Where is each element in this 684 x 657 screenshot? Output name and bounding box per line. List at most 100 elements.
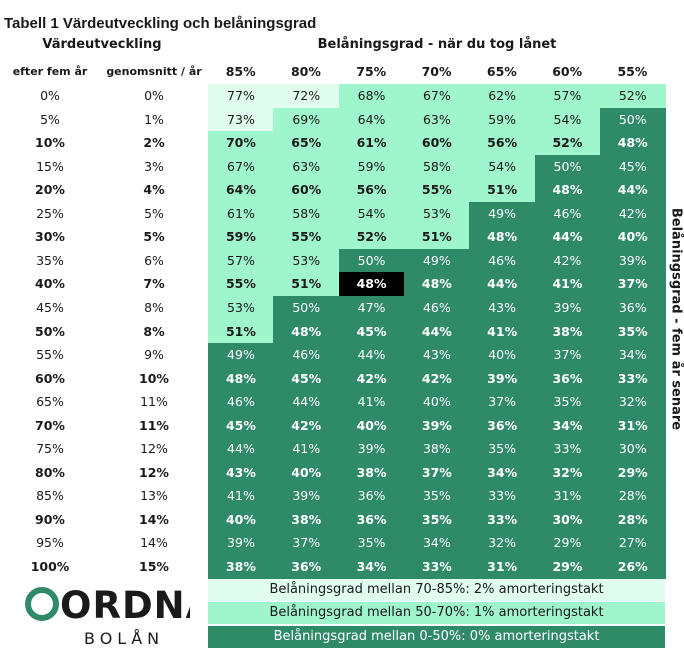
average-per-year: 8% — [143, 323, 165, 339]
legend-item-high: Belåningsgrad mellan 70-85%: 2% amorteri… — [208, 579, 665, 601]
ltv-cell: 54% — [534, 107, 601, 132]
ltv-cell: 32% — [469, 531, 536, 556]
ltv-cell: 53% — [273, 248, 340, 273]
value-after-five-years: 60% — [35, 370, 65, 386]
ltv-cell: 50% — [273, 295, 340, 321]
ltv-cell: 40% — [403, 390, 470, 415]
value-after-five-years: 75% — [36, 441, 64, 457]
average-per-year: 2% — [143, 135, 165, 151]
average-per-year: 0% — [144, 88, 164, 103]
ltv-cell: 62% — [469, 84, 536, 109]
ltv-cell: 58% — [403, 154, 470, 179]
value-after-five-years: 80% — [35, 464, 65, 480]
ordna-logo-mark: ORDNA BOLÅN — [25, 584, 214, 648]
ltv-cell: 40% — [469, 343, 536, 368]
ltv-cell: 54% — [469, 154, 536, 179]
ltv-cell: 64% — [208, 178, 274, 203]
ltv-cell: 43% — [403, 343, 470, 368]
legend-item-low: Belåningsgrad mellan 0-50%: 0% amorterin… — [208, 626, 665, 648]
value-after-five-years: 90% — [35, 511, 65, 527]
page-title: Tabell 1 Värdeutveckling och belåningsgr… — [4, 15, 317, 32]
ltv-cell: 45% — [599, 154, 666, 179]
ltv-cell: 51% — [208, 319, 274, 344]
ltv-cell: 31% — [469, 555, 536, 580]
ltv-cell: 30% — [599, 437, 666, 462]
ltv-cell: 48% — [534, 178, 601, 203]
value-after-five-years: 30% — [35, 229, 65, 245]
ltv-cell: 67% — [208, 154, 274, 179]
ltv-cell: 27% — [599, 531, 666, 556]
ltv-cell: 40% — [208, 507, 274, 533]
ltv-cell: 45% — [208, 413, 274, 438]
ltv-cell: 37% — [599, 272, 666, 297]
ltv-cell: 52% — [534, 131, 601, 156]
ltv-cell: 39% — [469, 366, 536, 391]
ltv-after-five-years-axis: Belåningsgrad - fem år senare — [650, 84, 684, 555]
ltv-cell: 69% — [273, 107, 340, 132]
ltv-cell: 33% — [403, 555, 470, 580]
value-development-header: Värdeutveckling — [42, 37, 162, 52]
ltv-cell: 57% — [534, 84, 601, 109]
ltv-cell: 44% — [338, 343, 405, 368]
average-per-year: 5% — [143, 229, 165, 245]
ltv-cell: 38% — [534, 319, 601, 344]
ltv-cell: 36% — [599, 295, 666, 321]
ltv-cell: 47% — [338, 295, 405, 321]
ltv-cell: 34% — [599, 343, 666, 368]
ltv-cell: 41% — [273, 437, 340, 462]
average-per-year: 14% — [140, 535, 168, 551]
ltv-cell: 39% — [273, 484, 340, 509]
average-per-year-header: genomsnitt / år — [106, 65, 202, 78]
ltv-cell: 39% — [599, 248, 666, 273]
average-per-year: 7% — [143, 276, 165, 292]
ltv-cell: 53% — [403, 201, 470, 226]
average-per-year: 6% — [144, 252, 164, 268]
ltv-column-header: 65% — [486, 64, 517, 79]
value-after-five-years: 100% — [30, 559, 70, 574]
side-label: Belåningsgrad - fem år senare — [668, 207, 684, 431]
ltv-cell: 37% — [469, 390, 536, 415]
ltv-cell: 61% — [338, 131, 405, 156]
ltv-cell: 38% — [403, 437, 470, 462]
ltv-cell: 36% — [338, 484, 405, 509]
ltv-cell: 35% — [599, 319, 666, 344]
ltv-cell: 51% — [273, 272, 340, 297]
ltv-cell: 31% — [599, 413, 666, 438]
ltv-cell: 32% — [534, 460, 601, 485]
ltv-cell: 55% — [403, 178, 470, 203]
value-after-five-years: 50% — [35, 323, 65, 339]
ltv-column-header: 85% — [225, 64, 256, 79]
ltv-cell: 34% — [469, 460, 536, 485]
ltv-cell: 49% — [469, 201, 536, 226]
ltv-cell: 48% — [469, 225, 536, 250]
ltv-cell: 33% — [469, 484, 536, 509]
ltv-cell: 67% — [403, 84, 470, 109]
ltv-cell: 56% — [469, 131, 536, 156]
ltv-cell: 54% — [338, 201, 405, 226]
ltv-cell: 50% — [338, 248, 405, 273]
ltv-cell: 34% — [534, 413, 601, 438]
ltv-cell: 41% — [208, 484, 274, 509]
ltv-cell: 55% — [273, 225, 340, 250]
average-per-year: 1% — [144, 111, 164, 127]
ltv-column-header: 70% — [421, 64, 452, 79]
ltv-cell: 41% — [469, 319, 536, 344]
ltv-cell: 63% — [403, 107, 470, 132]
ltv-cell: 46% — [534, 201, 601, 226]
value-after-five-years: 0% — [40, 88, 60, 103]
ltv-cell: 36% — [534, 366, 601, 391]
ltv-cell: 44% — [403, 319, 470, 344]
ltv-cell: 37% — [403, 460, 470, 485]
average-per-year: 8% — [144, 299, 164, 315]
ltv-cell: 31% — [534, 484, 601, 509]
ltv-cell: 49% — [208, 343, 274, 368]
ltv-cell: 44% — [273, 390, 340, 415]
ltv-cell: 65% — [273, 131, 340, 156]
ltv-cell: 39% — [403, 413, 470, 438]
ltv-cell: 61% — [208, 201, 274, 226]
ltv-column-header: 55% — [617, 64, 648, 79]
average-per-year: 14% — [139, 511, 169, 527]
ltv-cell: 38% — [208, 555, 274, 580]
ltv-cell: 57% — [208, 248, 274, 273]
ltv-cell: 42% — [338, 366, 405, 391]
